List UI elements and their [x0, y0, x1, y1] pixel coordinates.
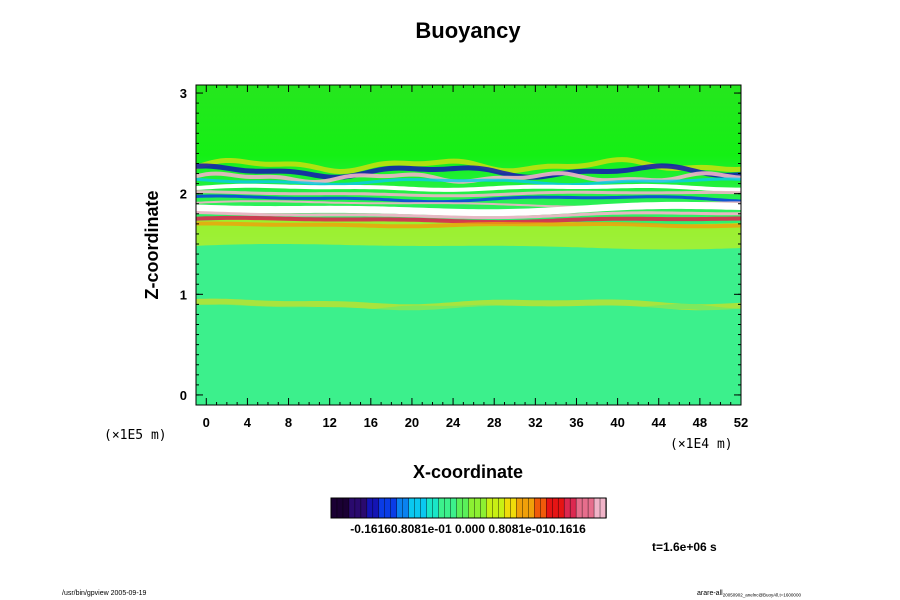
x-tick-label: 40: [610, 415, 624, 430]
x-tick-label: 0: [203, 415, 210, 430]
x-tick-label: 12: [322, 415, 336, 430]
time-label: t=1.6e+06 s: [652, 540, 717, 554]
colorbar-cell: [396, 497, 404, 519]
colorbar-cell: [342, 497, 350, 519]
colorbar-cell: [456, 497, 464, 519]
field-band: [196, 183, 741, 192]
colorbar-cell: [581, 497, 589, 519]
x-tick-label: 48: [693, 415, 707, 430]
colorbar-cell: [402, 497, 410, 519]
colorbar-cell: [378, 497, 386, 519]
colorbar-cell: [372, 497, 380, 519]
field-band: [196, 221, 741, 229]
colorbar-cell: [480, 497, 488, 519]
colorbar-cell: [551, 497, 559, 519]
colorbar-frame: [330, 497, 607, 519]
field-band: [196, 215, 741, 225]
x-tick-label: 20: [405, 415, 419, 430]
x-tick-label: 36: [569, 415, 583, 430]
colorbar-cell: [354, 497, 362, 519]
colorbar-cell: [498, 497, 506, 519]
colorbar-cell: [474, 497, 482, 519]
field-band: [196, 304, 741, 315]
x-tick-label: 4: [244, 415, 252, 430]
y-tick-label: 2: [180, 187, 187, 202]
colorbar-cell: [492, 497, 500, 519]
colorbar-cell: [510, 497, 518, 519]
colorbar-cell: [444, 497, 452, 519]
colorbar-cell: [468, 497, 476, 519]
colorbar-cell: [486, 497, 494, 519]
x-tick-label: 24: [446, 415, 461, 430]
y-axis-title: Z-coordinate: [142, 190, 162, 299]
field-band: [196, 210, 741, 220]
colorbar-cell: [504, 497, 512, 519]
colorbar-cell: [420, 497, 428, 519]
colorbar-cell: [569, 497, 577, 519]
colorbar-tick-labels: -0.16160.8081e-01 0.000 0.8081e-010.1616: [350, 522, 586, 536]
chart-title: Buoyancy: [415, 18, 521, 43]
colorbar-cell: [360, 497, 368, 519]
colorbar-cell: [438, 497, 446, 519]
colorbar-cell: [462, 497, 470, 519]
colorbar-cell: [408, 497, 416, 519]
x-tick-label: 16: [364, 415, 378, 430]
colorbar-cell: [516, 497, 524, 519]
field-band: [196, 201, 741, 217]
field-band: [196, 190, 741, 198]
x-tick-label: 52: [734, 415, 748, 430]
colorbar-cell: [414, 497, 422, 519]
field-band: [196, 177, 741, 187]
footer-right-sub: 20050902_anelnc@BuoyAll,t=1600000: [723, 593, 802, 598]
field-band: [196, 157, 741, 174]
x-tick-label: 44: [652, 415, 667, 430]
y-tick-label: 3: [180, 86, 187, 101]
colorbar-cell: [390, 497, 398, 519]
colorbar-cell: [426, 497, 434, 519]
x-tick-label: 28: [487, 415, 501, 430]
y-tick-label: 0: [180, 388, 187, 403]
footer-right-main: arare-all: [697, 590, 723, 597]
x-axis-title: X-coordinate: [413, 462, 523, 482]
x-tick-label: 8: [285, 415, 292, 430]
colorbar-cell: [450, 497, 458, 519]
y-tick-label: 1: [180, 287, 187, 302]
x-tick-label: 32: [528, 415, 542, 430]
colorbar-cell: [522, 497, 529, 519]
x-axis-unit: (×1E4 m): [670, 437, 733, 452]
colorbar-cell: [336, 497, 344, 519]
heatmap-field: [196, 85, 741, 405]
field-bands: [196, 157, 741, 315]
y-axis-unit: (×1E5 m): [104, 428, 167, 443]
colorbar-cell: [563, 497, 571, 519]
colorbar: [330, 497, 607, 519]
colorbar-cell: [593, 497, 601, 519]
footer-right: arare-all20050902_anelnc@BuoyAll,t=16000…: [697, 590, 801, 598]
colorbar-cell: [366, 497, 374, 519]
colorbar-cell: [432, 497, 440, 519]
colorbar-cell: [534, 497, 541, 519]
colorbar-cell: [546, 497, 553, 519]
field-band: [196, 171, 741, 184]
footer-left: /usr/bin/gpview 2005-09-19: [62, 590, 147, 597]
colorbar-cell: [348, 497, 356, 519]
x-axis-ticks: 0 4 8 12 16 20 24 28 32 36 40 44 48 52: [203, 85, 748, 430]
plot-frame: [195, 84, 742, 406]
field-band: [196, 163, 741, 180]
colorbar-cell: [330, 497, 338, 519]
field-band: [196, 298, 741, 311]
colorbar-cell: [557, 497, 565, 519]
colorbar-cell: [528, 497, 535, 519]
colorbar-cell: [575, 497, 583, 519]
colorbar-cell: [587, 497, 595, 519]
y-axis-ticks: 0 1 2 3: [180, 86, 741, 403]
colorbar-cell: [540, 497, 547, 519]
colorbar-cell: [384, 497, 392, 519]
field-band: [196, 194, 741, 204]
